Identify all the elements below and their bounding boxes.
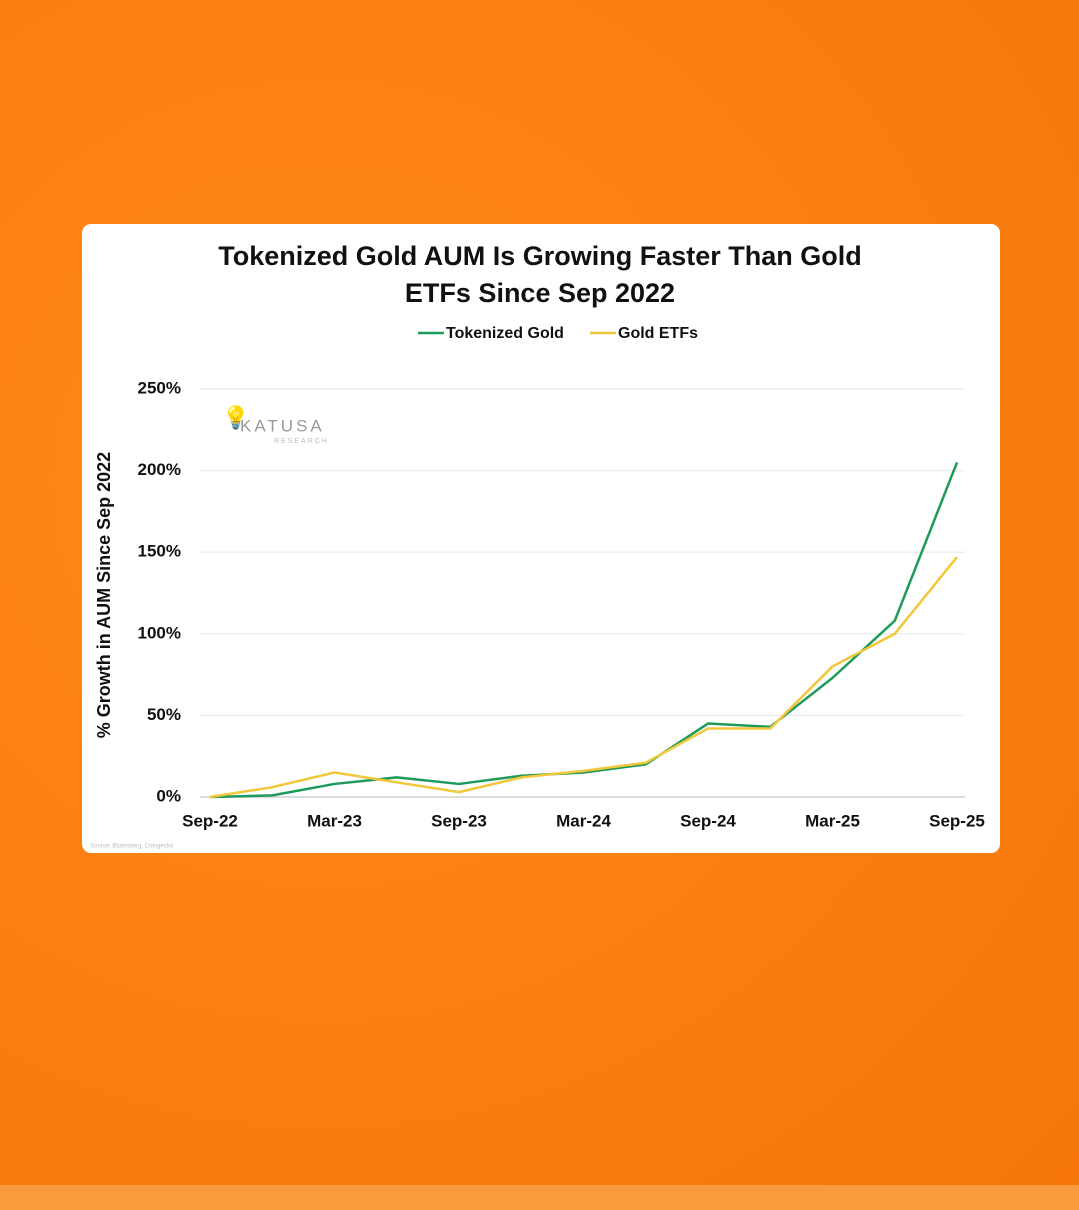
source: Source: Bloomberg, Coingecko <box>90 844 174 850</box>
x-tick-label: Mar-23 <box>307 811 362 830</box>
chart-title: Tokenized Gold AUM Is Growing Faster Tha… <box>218 241 862 308</box>
series-line <box>209 461 959 799</box>
watermark-icon: 💡 <box>222 405 249 430</box>
y-tick-label: 0% <box>156 786 181 805</box>
y-tick-label: 250% <box>138 378 181 397</box>
x-tick-label: Sep-23 <box>431 811 487 830</box>
chart-card <box>82 224 1000 853</box>
bottom-strip <box>0 1185 1079 1210</box>
y-tick-label: 150% <box>138 542 181 561</box>
y-tick-label: 200% <box>138 460 181 479</box>
watermark-sub: RESEARCH <box>274 438 329 445</box>
series-line <box>209 556 958 799</box>
y-tick-label: 50% <box>147 705 181 724</box>
y-tick-label: 100% <box>138 623 181 642</box>
x-tick-label: Mar-24 <box>556 811 611 830</box>
x-tick-label: Mar-25 <box>805 811 860 830</box>
x-tick-label: Sep-24 <box>680 811 736 830</box>
legend-label: Gold ETFs <box>618 325 698 342</box>
x-tick-label: Sep-22 <box>182 811 238 830</box>
x-tick-label: Sep-25 <box>929 811 985 830</box>
watermark: KATUSA <box>240 416 325 435</box>
y-axis-label: % Growth in AUM Since Sep 2022 <box>94 452 114 738</box>
legend-label: Tokenized Gold <box>446 325 564 342</box>
